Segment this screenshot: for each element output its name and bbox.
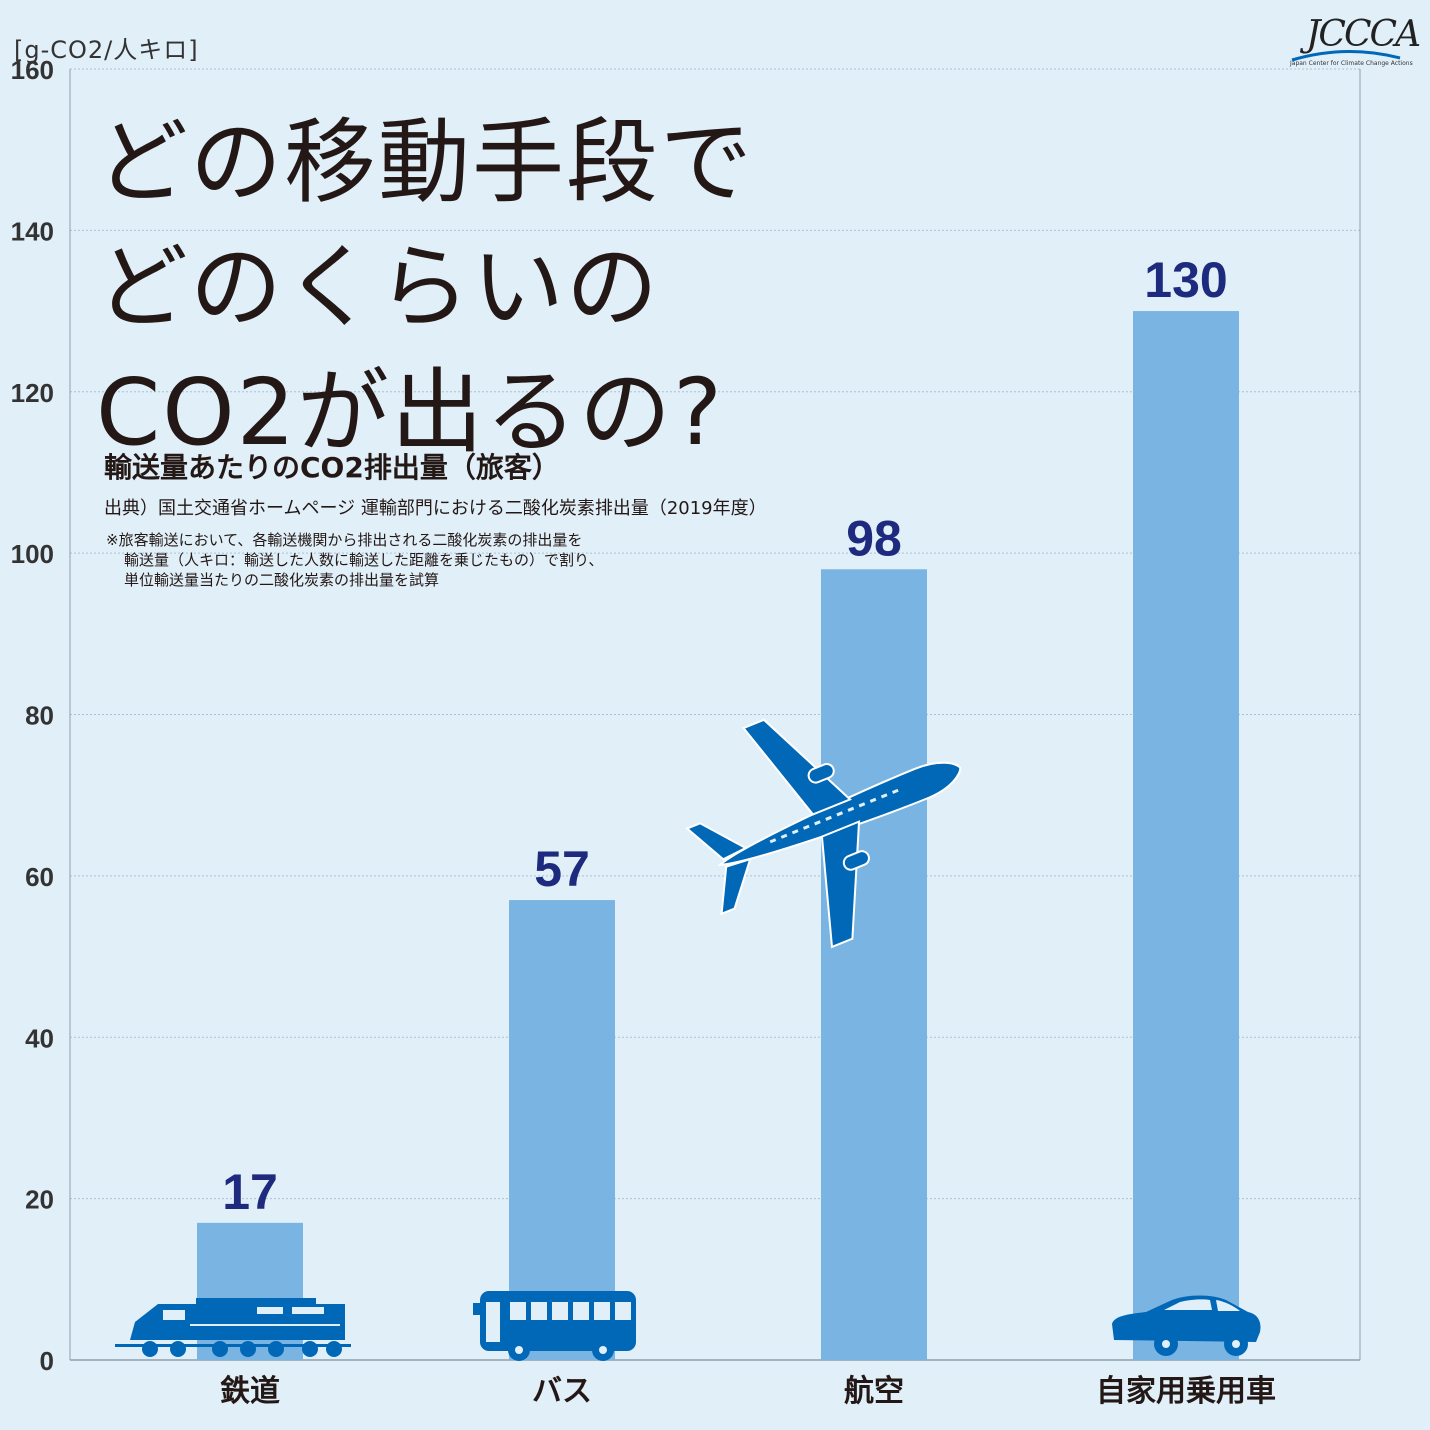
chart-subtitle: 輸送量あたりのCO2排出量（旅客）	[104, 451, 560, 484]
logo-subtext: Japan Center for Climate Change Actions	[1290, 60, 1413, 67]
y-tick-label: 0	[40, 1346, 54, 1376]
y-tick-label: 100	[11, 539, 54, 569]
source-note: 出典）国土交通省ホームページ 運輸部門における二酸化炭素排出量（2019年度）	[104, 498, 767, 519]
method-note-line-2: 輸送量（人キロ：輸送した人数に輸送した距離を乗じたもの）で割り、	[124, 551, 604, 569]
airplane-icon	[685, 718, 962, 949]
logo-arc-icon	[1291, 49, 1401, 62]
y-axis-unit-label: [g-CO2/人キロ]	[14, 36, 199, 64]
method-note: ※旅客輸送において、各輸送機関から排出される二酸化炭素の排出量を 輸送量（人キロ…	[106, 530, 603, 590]
bus-icon	[473, 1291, 636, 1361]
bar-value-label: 57	[534, 841, 590, 897]
x-category-label: 鉄道	[220, 1374, 280, 1409]
logo-text: JCCCA	[1306, 14, 1421, 55]
method-note-line-1: ※旅客輸送において、各輸送機関から排出される二酸化炭素の排出量を	[106, 531, 583, 549]
headline-line-2: どのくらいの	[96, 234, 661, 341]
y-tick-label: 60	[25, 862, 54, 892]
bar-value-label: 130	[1144, 252, 1227, 308]
x-category-label: バス	[532, 1374, 592, 1409]
jccca-logo: JCCCA Japan Center for Climate Change Ac…	[1290, 14, 1421, 74]
train-icon	[115, 1298, 351, 1357]
headline: どの移動手段で どのくらいの CO2が出るの?	[96, 100, 754, 475]
x-category-label: 航空	[844, 1374, 904, 1409]
headline-line-3: CO2が出るの?	[96, 359, 725, 466]
car-icon	[1112, 1295, 1261, 1356]
method-note-line-3: 単位輸送量当たりの二酸化炭素の排出量を試算	[124, 571, 440, 589]
y-tick-label: 20	[25, 1185, 54, 1215]
y-tick-label: 120	[11, 378, 54, 408]
y-tick-label: 40	[25, 1023, 54, 1053]
y-tick-label: 80	[25, 701, 54, 731]
y-tick-label: 160	[11, 55, 54, 85]
bar	[1133, 311, 1239, 1360]
bar	[509, 900, 615, 1360]
headline-line-1: どの移動手段で	[96, 109, 755, 216]
bar	[821, 569, 927, 1360]
x-category-label: 自家用乗用車	[1096, 1374, 1276, 1409]
y-tick-label: 140	[11, 216, 54, 246]
bar-value-label: 98	[846, 510, 902, 566]
bar-value-label: 17	[222, 1164, 278, 1220]
